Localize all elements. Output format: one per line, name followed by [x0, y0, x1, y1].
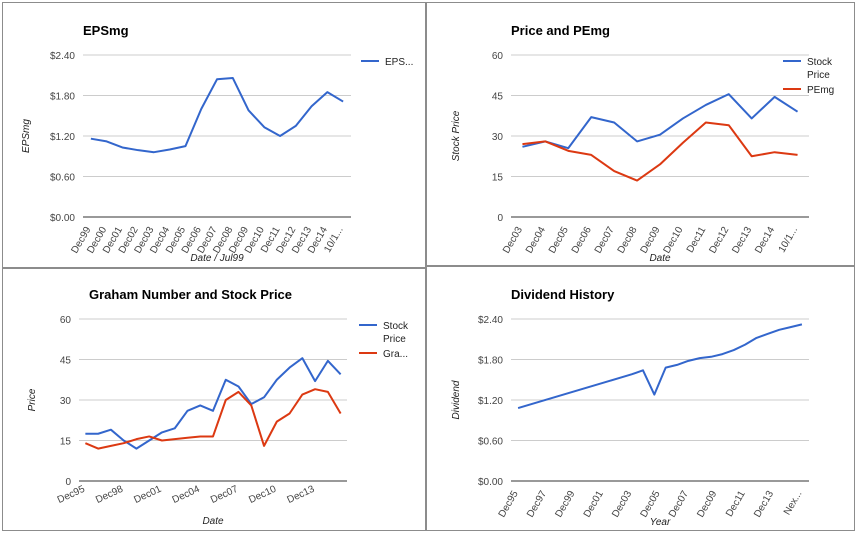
legend-label: Price [383, 334, 406, 345]
x-tick-label: Dec13 [286, 484, 317, 506]
x-tick-label: Dec03 [501, 225, 525, 256]
y-tick-label: $1.80 [50, 92, 75, 103]
legend-label: Gra... [383, 349, 408, 360]
y-tick-label: $1.20 [50, 132, 75, 143]
y-tick-label: $0.60 [478, 437, 503, 448]
x-tick-label: Dec07 [209, 484, 240, 506]
x-tick-label: Dec09 [639, 225, 663, 256]
x-tick-label: Dec03 [610, 489, 634, 520]
legend-label: PEmg [807, 85, 834, 96]
x-tick-label: Dec04 [171, 484, 202, 506]
x-tick-label: Dec09 [695, 489, 719, 520]
y-axis-label: Dividend [451, 380, 462, 419]
x-tick-label: Dec12 [707, 225, 731, 256]
x-tick-label: Dec95 [497, 489, 521, 520]
y-axis-label: Price [27, 388, 38, 411]
x-tick-label: Dec14 [753, 225, 777, 256]
y-tick-label: $0.60 [50, 173, 75, 184]
x-axis-label: Date [202, 516, 224, 527]
x-tick-label: Dec10 [662, 225, 686, 256]
y-tick-label: 15 [492, 173, 504, 184]
chart-svg-2: Graham Number and Stock Price 0 15 30 45 60 Pr… [27, 287, 409, 527]
y-tick-label: 15 [60, 437, 72, 448]
x-tick-label: Dec13 [752, 489, 776, 520]
chart-panel-graham: Graham Number and Stock Price 0 15 30 45 60 Pr… [2, 268, 426, 531]
y-tick-label: 0 [497, 213, 503, 224]
y-tick-label: 45 [60, 356, 72, 367]
y-axis-label: Stock Price [451, 110, 462, 161]
x-tick-label: Dec95 [56, 484, 87, 506]
legend-label: Price [807, 70, 830, 81]
y-tick-label: $1.80 [478, 356, 503, 367]
series-line-0 [90, 76, 344, 154]
y-axis-label: EPSmg [21, 119, 32, 153]
x-tick-label: Dec01 [132, 484, 163, 506]
x-tick-label: Dec04 [524, 225, 548, 256]
x-axis-label: Year [650, 517, 671, 528]
x-tick-label: Dec97 [525, 489, 549, 520]
x-axis-label: Date [649, 253, 671, 264]
chart-panel-dividend: Dividend History $0.00 $0.60 $1.20 $1.80 $2.4… [426, 266, 855, 531]
chart-title: Graham Number and Stock Price [89, 287, 292, 302]
x-tick-label: Dec05 [639, 489, 663, 520]
legend-label: EPS... [385, 57, 413, 68]
x-tick-label: Dec13 [730, 225, 754, 256]
x-tick-label: Dec99 [553, 489, 577, 520]
x-tick-label: Dec07 [593, 225, 617, 256]
chart-title: Dividend History [511, 287, 615, 302]
y-tick-label: 45 [492, 92, 504, 103]
x-tick-label: 10/1... [777, 225, 800, 255]
x-tick-label: Dec08 [616, 225, 640, 256]
x-tick-label: Dec01 [582, 489, 606, 520]
x-tick-label: Dec11 [724, 489, 748, 519]
x-tick-label: Dec05 [547, 225, 571, 256]
chart-title: EPSmg [83, 23, 129, 38]
y-tick-label: $2.40 [50, 51, 75, 62]
y-tick-label: 0 [65, 477, 71, 488]
legend-label: Stock [807, 57, 833, 68]
y-tick-label: 60 [60, 315, 72, 326]
chart-title: Price and PEmg [511, 23, 610, 38]
chart-panel-price-pemg: Price and PEmg 0 15 30 45 60 Stock Price Dec03 D… [426, 2, 855, 266]
x-tick-label: Dec98 [94, 484, 125, 506]
x-axis-label: Date / Jul99 [190, 253, 244, 264]
legend-label: Stock [383, 321, 409, 332]
y-tick-label: 30 [492, 132, 504, 143]
x-tick-label: Dec06 [570, 225, 594, 256]
y-tick-label: $2.40 [478, 315, 503, 326]
y-tick-label: $0.00 [50, 213, 75, 224]
y-tick-label: 60 [492, 51, 504, 62]
series-line-1 [522, 121, 798, 182]
y-tick-label: 30 [60, 396, 72, 407]
x-tick-label: Nex... [782, 489, 805, 517]
x-tick-label: Dec10 [247, 484, 278, 506]
series-line-0 [522, 93, 799, 150]
chart-svg-3: Dividend History $0.00 $0.60 $1.20 $1.80 $2.4… [451, 287, 809, 528]
x-tick-label: Dec11 [685, 225, 709, 255]
chart-panel-epsmg: EPSmg $0.00 $0.60 $1.20 $1.80 $2.40 EPSmg Dec99… [2, 2, 426, 268]
chart-svg-0: EPSmg$0.00$0.60$1.20$1.80$2.40EPSmgDec99… [21, 23, 413, 264]
x-tick-label: Dec07 [667, 489, 691, 520]
y-tick-label: $1.20 [478, 396, 503, 407]
y-tick-label: $0.00 [478, 477, 503, 488]
series-line-0 [517, 323, 803, 410]
